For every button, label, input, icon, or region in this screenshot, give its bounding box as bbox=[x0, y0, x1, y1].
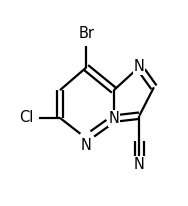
Text: Br: Br bbox=[78, 26, 94, 41]
Text: N: N bbox=[81, 138, 92, 153]
Text: N: N bbox=[134, 59, 145, 74]
Text: N: N bbox=[108, 111, 119, 126]
Text: N: N bbox=[134, 157, 145, 172]
Text: Cl: Cl bbox=[19, 110, 34, 125]
